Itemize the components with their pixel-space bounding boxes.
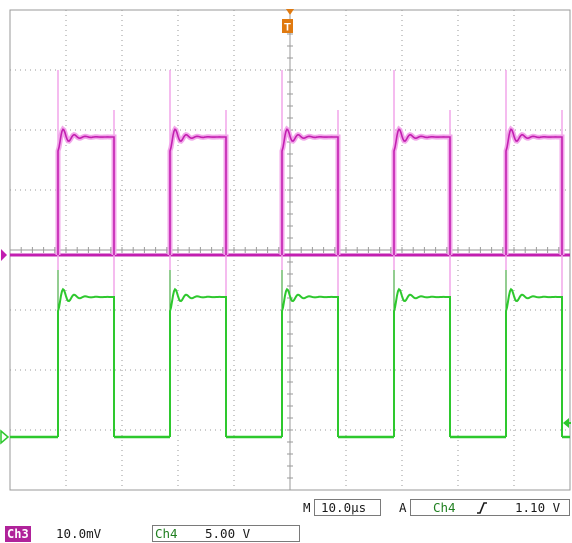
trigger-box[interactable] xyxy=(410,499,570,516)
ch4-label: Ch4 xyxy=(155,526,178,541)
ch3-ground-marker-icon[interactable] xyxy=(1,249,7,261)
ch3-pulse-glow xyxy=(503,125,565,255)
trigger-level: 1.10 V xyxy=(515,500,561,515)
timebase-value: 10.0µs xyxy=(321,500,367,515)
ch4-pulse xyxy=(505,287,563,437)
ch3-scale: 10.0mV xyxy=(56,526,102,541)
ch3-pulse-glow xyxy=(167,125,229,255)
rising-edge-icon xyxy=(477,502,487,514)
graticule xyxy=(9,9,571,491)
ch4-pulse xyxy=(281,287,339,437)
ch3-pulse-glow xyxy=(55,125,117,255)
ch3-pulse xyxy=(281,128,339,255)
trigger-position-marker[interactable]: T xyxy=(282,9,294,34)
ch4-pulse xyxy=(169,287,227,437)
timebase-box[interactable] xyxy=(314,499,381,516)
trigger-position-label: T xyxy=(284,22,291,34)
ch3-label[interactable]: Ch3 xyxy=(5,526,31,542)
ch4-box[interactable] xyxy=(152,525,300,542)
ch3-pulse xyxy=(393,128,451,255)
ch3-pulse-glow xyxy=(391,125,453,255)
ch3-pulse xyxy=(57,128,115,255)
ch4-ground-marker-icon[interactable] xyxy=(0,429,10,445)
ch4-trace xyxy=(10,270,570,439)
ch3-pulse xyxy=(505,128,563,255)
ch4-scale: 5.00 V xyxy=(205,526,251,541)
ch4-pulse xyxy=(57,287,115,437)
timebase-prefix: M xyxy=(303,500,311,515)
ch4-pulse xyxy=(393,287,451,437)
trigger-source: Ch4 xyxy=(433,500,456,515)
markers: T xyxy=(0,9,571,445)
ch3-pulse xyxy=(169,128,227,255)
trigger-mode: A xyxy=(399,500,407,515)
